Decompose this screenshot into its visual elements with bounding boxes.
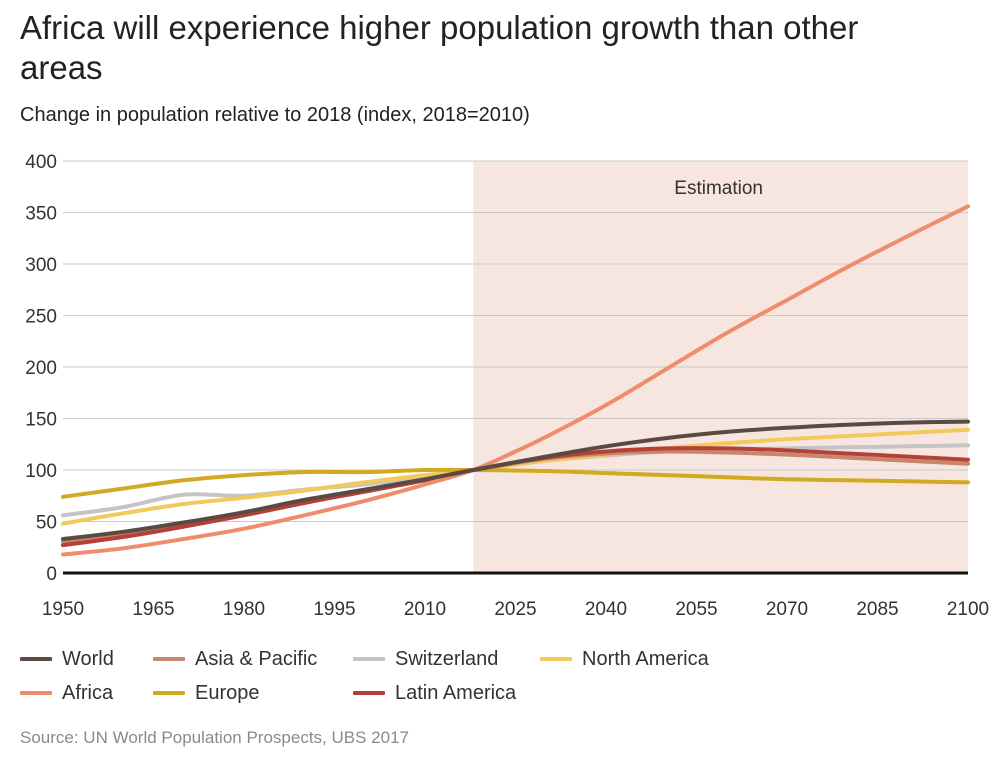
- x-tick-label: 2040: [585, 599, 627, 620]
- legend-swatch: [540, 657, 572, 661]
- legend-label: North America: [582, 647, 709, 670]
- series-line-africa: [61, 204, 970, 557]
- legend-item-world: World: [20, 646, 114, 672]
- x-tick-label: 2100: [947, 599, 989, 620]
- x-tick-label: 2055: [675, 599, 717, 620]
- y-tick-label: 250: [25, 307, 57, 328]
- chart-legend: World Asia & Pacific Switzerland North Amer…: [20, 646, 980, 716]
- y-tick-label: 150: [25, 410, 57, 431]
- y-tick-label: 100: [25, 461, 57, 482]
- legend-swatch: [153, 657, 185, 661]
- y-tick-label: 0: [46, 564, 57, 585]
- legend-label: Latin America: [395, 681, 517, 704]
- x-tick-label: 1965: [132, 599, 174, 620]
- y-tick-label: 50: [36, 513, 57, 534]
- source-note: Source: UN World Population Prospects, U…: [20, 728, 409, 747]
- legend-swatch: [353, 657, 385, 661]
- y-tick-label: 350: [25, 204, 57, 225]
- x-tick-label: 2025: [494, 599, 536, 620]
- line-chart: Estimation 0 50 100 150 200 250 300 350 400 1950 1…: [25, 152, 989, 620]
- x-tick-label: 1995: [313, 599, 355, 620]
- legend-label: World: [62, 647, 114, 670]
- legend-swatch: [20, 657, 52, 661]
- legend-item-north-america: North America: [540, 646, 709, 672]
- legend-label: Switzerland: [395, 647, 499, 670]
- series-line-europe: [61, 467, 970, 499]
- y-tick-label: 400: [25, 152, 57, 173]
- series-line-world: [61, 419, 970, 541]
- series-lines: [61, 204, 970, 557]
- y-tick-label: 200: [25, 358, 57, 379]
- axes: 0 50 100 150 200 250 300 350 400 1950 1965 1980 1995…: [25, 152, 989, 620]
- legend-item-europe: Europe: [153, 680, 260, 706]
- y-tick-label: 300: [25, 255, 57, 276]
- legend-label: Africa: [62, 681, 114, 704]
- legend-label: Asia & Pacific: [195, 647, 318, 670]
- legend-item-switzerland: Switzerland: [353, 646, 498, 672]
- x-tick-label: 2070: [766, 599, 808, 620]
- legend-item-latin-america: Latin America: [353, 680, 516, 706]
- estimation-label: Estimation: [674, 178, 763, 199]
- legend-swatch: [20, 691, 52, 695]
- legend-item-africa: Africa: [20, 680, 113, 706]
- legend-label: Europe: [195, 681, 260, 704]
- legend-swatch: [353, 691, 385, 695]
- x-tick-label: 2010: [404, 599, 446, 620]
- chart-subtitle: Change in population relative to 2018 (i…: [20, 104, 530, 126]
- legend-item-asia-pacific: Asia & Pacific: [153, 646, 317, 672]
- legend-swatch: [153, 691, 185, 695]
- x-tick-label: 2085: [856, 599, 898, 620]
- x-tick-label: 1950: [42, 599, 84, 620]
- chart-title: Africa will experience higher population…: [20, 9, 859, 86]
- x-tick-label: 1980: [223, 599, 265, 620]
